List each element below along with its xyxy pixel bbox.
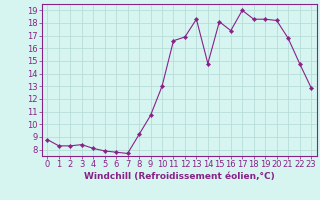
X-axis label: Windchill (Refroidissement éolien,°C): Windchill (Refroidissement éolien,°C) — [84, 172, 275, 181]
